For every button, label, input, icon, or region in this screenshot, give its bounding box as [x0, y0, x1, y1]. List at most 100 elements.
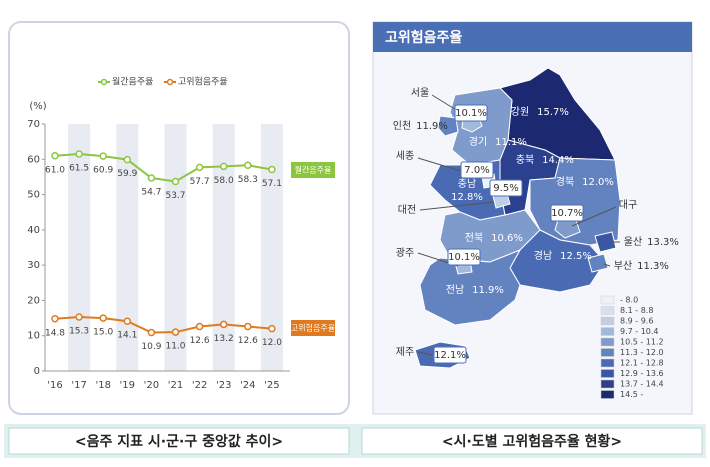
legend-swatch — [600, 306, 615, 315]
series-tag — [291, 162, 335, 178]
legend-swatch — [600, 390, 615, 399]
point — [268, 165, 276, 174]
map-header — [373, 22, 692, 52]
x-tick-label: '18 — [95, 380, 110, 391]
value-label: 12.6 — [190, 336, 210, 346]
legend-label: 13.7 - 14.4 — [620, 380, 664, 389]
y-axis-label: (%) — [29, 101, 46, 112]
legend-swatch — [600, 379, 615, 389]
point — [123, 317, 132, 325]
point — [99, 152, 107, 160]
region-value: 12.1% — [434, 350, 466, 361]
value-box — [489, 179, 523, 197]
value-label: 14.1 — [117, 331, 137, 341]
region-value: 10.1% — [448, 252, 480, 263]
region-name: 경남 — [534, 249, 552, 262]
point — [195, 163, 204, 172]
region-value: 14.4% — [542, 155, 574, 166]
x-tick-label: '23 — [216, 380, 231, 391]
column-shade — [260, 124, 283, 371]
region — [437, 115, 459, 137]
value-label: 12.6 — [238, 336, 258, 346]
region-value: 11.9% — [472, 285, 504, 296]
x-tick-label: '22 — [192, 380, 207, 391]
legend-swatch — [600, 295, 615, 305]
region-value: 10.1% — [455, 108, 487, 119]
point — [51, 315, 59, 323]
caption: <음주 지표 시·군·구 중앙값 추이> — [75, 433, 283, 450]
legend-swatch — [600, 358, 615, 368]
y-tick-label: 0 — [34, 366, 40, 377]
region-value: 11.3% — [637, 261, 669, 272]
y-tick-label: 60 — [27, 154, 40, 165]
region — [587, 253, 609, 273]
point — [171, 328, 180, 336]
y-tick-label: 20 — [27, 295, 40, 306]
legend-label: 8.1 - 8.8 — [620, 306, 653, 315]
legend-label: - 8.0 — [620, 296, 638, 305]
y-tick-label: 50 — [27, 190, 40, 201]
y-tick-label: 40 — [27, 225, 40, 236]
legend-label: 11.3 - 12.0 — [620, 348, 664, 357]
legend-label: 10.5 - 11.2 — [620, 338, 664, 347]
legend-swatch — [600, 327, 615, 336]
legend-label: 8.9 - 9.6 — [620, 317, 653, 326]
column-shade — [212, 124, 235, 371]
value-label: 60.9 — [93, 166, 113, 176]
region-value: 10.7% — [551, 208, 583, 219]
legend-swatch — [600, 348, 615, 357]
region-value: 9.5% — [493, 183, 518, 194]
legend-label: 12.9 - 13.6 — [620, 369, 664, 378]
y-tick-label: 10 — [27, 331, 40, 342]
legend-swatch — [166, 78, 174, 86]
series-line — [54, 152, 273, 183]
region-name: 강원 — [511, 106, 529, 118]
value-label: 12.0 — [262, 338, 282, 348]
point — [75, 313, 83, 321]
x-tick-label: '17 — [71, 380, 86, 391]
legend-swatch — [600, 369, 615, 378]
region-name: 충남 — [458, 178, 476, 190]
series-tag-label: 고위험음주율 — [291, 324, 335, 333]
region-value: 10.6% — [491, 233, 523, 244]
legend-label: 12.1 - 12.8 — [620, 359, 664, 368]
region-value: 7.0% — [464, 165, 489, 176]
value-box — [550, 204, 584, 222]
value-label: 13.2 — [214, 334, 234, 344]
point — [219, 320, 228, 329]
region-name: 광주 — [396, 247, 414, 259]
value-label: 57.1 — [262, 179, 282, 189]
x-tick-label: '16 — [47, 380, 62, 391]
value-label: 53.7 — [165, 191, 185, 201]
value-label: 14.8 — [45, 328, 65, 338]
value-label: 59.9 — [117, 169, 137, 179]
y-tick-label: 70 — [27, 119, 40, 130]
value-label: 15.3 — [69, 327, 89, 337]
legend-label: 고위험음주율 — [178, 77, 228, 88]
region — [594, 231, 617, 253]
value-label: 15.0 — [93, 328, 113, 338]
x-tick-label: '19 — [120, 380, 135, 391]
value-label: 61.0 — [45, 165, 65, 175]
point — [99, 314, 107, 322]
legend-swatch — [600, 316, 615, 326]
region-value: 12.5% — [560, 251, 592, 262]
value-box — [454, 104, 488, 122]
value-label: 10.9 — [141, 342, 161, 352]
leader-line — [419, 201, 495, 211]
region-name: 전남 — [446, 284, 464, 296]
region-name: 인천 — [393, 120, 411, 132]
region-name: 전북 — [465, 232, 483, 244]
point — [219, 162, 228, 171]
leader-line — [571, 206, 617, 227]
caption: <시·도별 고위험음주율 현황> — [442, 433, 622, 450]
leader-line — [417, 351, 433, 356]
y-tick-label: 30 — [27, 260, 40, 271]
point — [171, 177, 180, 186]
caption-box — [361, 427, 703, 455]
column-shade — [116, 124, 139, 371]
point — [123, 155, 132, 164]
region-value: 15.7% — [537, 107, 569, 118]
point — [244, 161, 252, 170]
value-label: 57.7 — [190, 177, 210, 187]
